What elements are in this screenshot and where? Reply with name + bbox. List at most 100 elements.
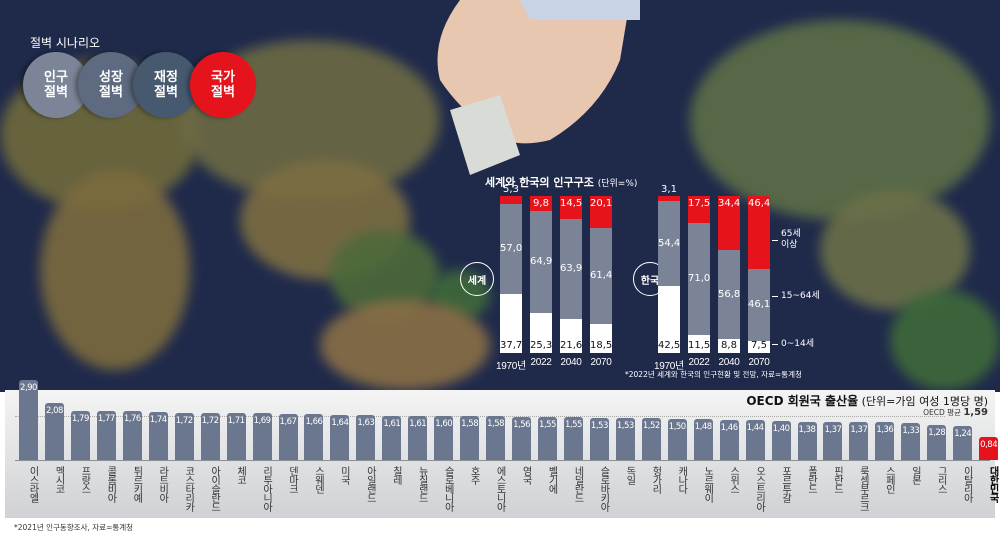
oecd-country-label: 멕시코	[52, 466, 64, 493]
oecd-country-label: 슬로베니아	[442, 466, 454, 511]
stacked-segment-senior: 9,8	[530, 196, 552, 212]
oecd-bar: 1,24	[953, 425, 973, 460]
oecd-country-label: 네덜란드	[571, 466, 583, 502]
oecd-average-line	[15, 416, 945, 418]
stacked-segment-working: 56,8	[718, 250, 740, 340]
oecd-country-label: 칠레	[390, 466, 402, 484]
oecd-bar: 1,66	[304, 414, 324, 460]
stacked-segment-youth: 18,5	[590, 323, 612, 353]
oecd-bar: 1,55	[563, 417, 583, 460]
oecd-bar: 1,46	[719, 419, 739, 460]
oecd-bar: 1,44	[745, 420, 765, 460]
stacked-segment-senior: 34,4	[718, 196, 740, 250]
stacked-segment-senior: 17,5	[688, 196, 710, 224]
population-title-text: 세계와 한국의 인구구조	[485, 176, 594, 189]
stacked-segment-working: 63,9	[560, 218, 582, 320]
oecd-bar: 1,77	[96, 411, 116, 460]
legend-senior: 65세 이상	[781, 229, 801, 250]
oecd-country-label: 리투아니아	[260, 466, 272, 511]
year-label: 2022	[688, 357, 710, 368]
year-label: 2022	[530, 357, 552, 368]
scenario-national-cliff: 국가 절벽	[190, 52, 256, 118]
oecd-bar: 1,37	[849, 422, 869, 460]
hand-eraser-illustration	[437, 0, 640, 175]
oecd-bar: 1,52	[641, 418, 661, 460]
oecd-bar: 1,72	[174, 412, 194, 460]
stacked-segment-senior: 14,5	[560, 196, 582, 219]
oecd-country-label: 뉴질랜드	[416, 466, 428, 502]
stacked-segment-working: 71,0	[688, 223, 710, 335]
oecd-bar: 1,50	[667, 418, 687, 460]
oecd-country-label: 튀르키예	[130, 466, 142, 502]
stacked-segment-youth: 42,5	[658, 286, 680, 353]
oecd-country-label: 호주	[468, 466, 480, 484]
oecd-bar: 1,38	[797, 421, 817, 460]
population-footnote: *2022년 세계와 한국의 인구현황 및 전망, 자료=통계청	[625, 370, 802, 379]
oecd-country-label: 오스트리아	[753, 466, 765, 511]
oecd-bar: 1,55	[538, 417, 557, 460]
oecd-country-label: 벨기에	[546, 466, 557, 493]
oecd-country-label: 슬로바키아	[597, 466, 609, 511]
oecd-bar: 1,40	[771, 421, 791, 460]
stacked-segment-youth: 8,8	[718, 339, 740, 353]
oecd-country-label: 영국	[520, 466, 532, 484]
scenario-population-cliff: 인구 절벽	[23, 52, 89, 118]
legend-tick-youth	[772, 344, 778, 345]
oecd-chart-title: OECD 회원국 출산율 (단위=가임 여성 1명당 명)	[746, 392, 988, 409]
oecd-bar: 1,36	[875, 422, 895, 460]
stacked-segment-youth: 37,7	[500, 293, 522, 353]
stacked-segment-youth: 25,3	[530, 313, 552, 353]
oecd-bar: 1,53	[615, 417, 635, 460]
oecd-country-label: 아이슬란드	[208, 466, 220, 511]
oecd-bar: 1,61	[408, 415, 428, 460]
legend-tick-working	[772, 296, 778, 297]
stacked-segment-working: 61,4	[590, 227, 612, 324]
stacked-segment-senior: 20,1	[590, 196, 612, 228]
oecd-unit: (단위=가임 여성 1명당 명)	[861, 395, 988, 408]
oecd-bar: 1,61	[382, 415, 402, 460]
stacked-segment-working: 46,1	[748, 268, 770, 342]
stacked-segment-senior-fill	[500, 196, 522, 205]
oecd-country-label: 핀란드	[831, 466, 843, 493]
oecd-bar: 1,48	[693, 419, 713, 460]
oecd-country-label: 노르웨이	[701, 466, 713, 502]
legend-tick-senior	[772, 240, 778, 241]
oecd-bar: 1,53	[589, 417, 609, 460]
oecd-bar: 1,33	[901, 423, 921, 460]
oecd-bar: 1,74	[148, 411, 168, 460]
oecd-country-label: 스위스	[727, 466, 739, 493]
year-label: 1970년	[496, 361, 526, 372]
oecd-country-label: 폴란드	[805, 466, 817, 493]
oecd-country-label: 독일	[623, 466, 635, 484]
oecd-country-label: 포르투갈	[779, 466, 791, 502]
oecd-country-label: 프랑스	[78, 466, 90, 493]
year-label: 2070	[748, 357, 770, 368]
stacked-segment-senior: 3,1	[661, 184, 677, 195]
oecd-bar: 1,63	[356, 415, 376, 460]
oecd-country-label: 체코	[234, 466, 246, 484]
oecd-bar: 1,60	[434, 415, 454, 460]
oecd-country-label: 대한민국	[987, 466, 999, 502]
stacked-segment-working: 54,4	[658, 200, 680, 287]
average-value: 1,59	[963, 407, 988, 418]
oecd-baseline	[15, 460, 990, 461]
year-label: 2040	[718, 357, 740, 368]
oecd-bar: 1,71	[226, 412, 246, 460]
oecd-country-label: 일본	[909, 466, 921, 484]
oecd-bar: 1,56	[512, 416, 532, 460]
stacked-segment-senior: 46,4	[748, 196, 770, 269]
legend-youth: 0~14세	[781, 339, 814, 349]
stacked-segment-working: 57,0	[500, 204, 522, 294]
oecd-country-label: 코스타리카	[182, 466, 194, 511]
stacked-segment-youth: 7,5	[748, 341, 770, 353]
oecd-bar: 1,72	[200, 412, 220, 460]
oecd-bar: 1,28	[927, 424, 947, 460]
oecd-country-label: 캐나다	[675, 466, 687, 493]
stacked-segment-senior: 5,3	[503, 184, 519, 195]
oecd-country-label: 에스토니아	[494, 466, 506, 511]
population-unit: (단위=%)	[597, 179, 638, 189]
year-label: 1970년	[654, 361, 684, 372]
oecd-bar: 1,37	[823, 422, 843, 460]
average-label-text: OECD 평균	[923, 408, 961, 417]
legend-working: 15~64세	[781, 291, 820, 301]
